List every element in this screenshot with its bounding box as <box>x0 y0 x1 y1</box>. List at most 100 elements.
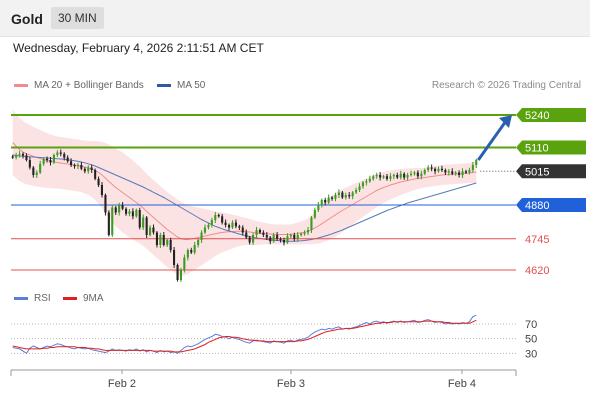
level-label-4880: 4880 <box>525 200 549 212</box>
candle-body <box>365 181 368 183</box>
candle-body <box>379 175 382 178</box>
candle-body <box>63 153 66 158</box>
candle-body <box>471 165 474 170</box>
candle-body <box>300 233 303 236</box>
ma20-swatch <box>14 84 28 87</box>
candle-body <box>22 153 25 156</box>
rsi-tick-30: 30 <box>525 348 537 360</box>
candle-body <box>142 217 145 228</box>
candle-body <box>451 171 454 174</box>
candle-body <box>262 232 265 235</box>
candle-body <box>406 175 409 178</box>
candle-body <box>403 173 406 178</box>
top-bar: Gold 30 MIN <box>0 0 590 37</box>
chart-datetime: Wednesday, February 4, 2026 2:11:51 AM C… <box>13 41 264 55</box>
candle-body <box>128 211 131 214</box>
candle-body <box>392 175 395 177</box>
bollinger-band <box>12 110 477 276</box>
candle-body <box>97 178 100 186</box>
candle-body <box>454 172 457 174</box>
level-tag-4880 <box>516 198 586 212</box>
candle-body <box>238 226 241 228</box>
candle-body <box>217 215 220 217</box>
candle-body <box>70 161 73 166</box>
ma50-line <box>12 154 477 242</box>
candle-body <box>317 205 320 210</box>
timeframe-button[interactable]: 30 MIN <box>51 7 104 29</box>
candle-body <box>107 212 110 235</box>
candle-body <box>56 152 59 155</box>
candle-body <box>210 220 213 225</box>
candle-body <box>131 211 134 217</box>
level-label-5110: 5110 <box>525 143 549 155</box>
candle-body <box>310 217 313 230</box>
legend-ma20-label: MA 20 + Bollinger Bands <box>34 80 144 91</box>
candle-body <box>344 195 347 198</box>
candle-body <box>162 235 165 245</box>
candle-body <box>475 160 478 165</box>
candle-body <box>228 225 231 228</box>
candle-body <box>430 167 433 169</box>
level-label-5240: 5240 <box>525 110 549 122</box>
candle-body <box>121 205 124 209</box>
candle-body <box>269 237 272 242</box>
candle-body <box>52 155 55 163</box>
candle-body <box>399 173 402 178</box>
candle-body <box>286 236 289 243</box>
candle-body <box>355 190 358 193</box>
legend-rsi-ma-label: 9MA <box>83 293 104 304</box>
candle-body <box>155 232 158 245</box>
rsi-tick-50: 50 <box>525 334 537 346</box>
candle-body <box>334 195 337 199</box>
candle-body <box>214 215 217 220</box>
candle-body <box>337 192 340 195</box>
x-tick-label: Feb 3 <box>277 378 305 390</box>
candle-body <box>341 192 344 198</box>
candle-body <box>279 238 282 241</box>
candle-body <box>149 227 152 235</box>
candle-body <box>221 216 224 223</box>
candle-body <box>224 222 227 225</box>
candle-body <box>255 230 258 235</box>
candle-body <box>186 250 189 258</box>
candle-body <box>159 235 162 245</box>
candle-body <box>118 205 121 213</box>
candle-body <box>169 240 172 250</box>
candle-body <box>464 171 467 173</box>
candle-body <box>372 176 375 179</box>
candle-body <box>111 207 114 235</box>
candle-body <box>207 225 210 228</box>
candle-body <box>289 235 292 237</box>
candle-body <box>138 210 141 228</box>
candle-body <box>87 167 90 172</box>
candle-body <box>258 230 261 233</box>
candle-body <box>166 240 169 245</box>
candle-body <box>385 176 388 179</box>
rsi-panel: 70 50 30 <box>11 314 537 360</box>
legend-rsi-label: RSI <box>34 293 51 304</box>
candle-body <box>440 168 443 171</box>
candle-body <box>114 207 117 213</box>
rsi-swatch <box>14 297 28 300</box>
level-label-5015: 5015 <box>525 166 549 178</box>
candle-body <box>42 158 45 164</box>
candle-body <box>447 171 450 173</box>
candle-body <box>293 235 296 239</box>
candle-body <box>389 176 392 179</box>
bollinger-band-area <box>12 110 477 276</box>
candle-body <box>313 210 316 218</box>
candle-body <box>49 160 52 163</box>
candle-body <box>444 170 447 173</box>
candle-body <box>135 210 138 217</box>
candle-body <box>320 200 323 205</box>
candle-body <box>461 171 464 176</box>
candle-body <box>348 195 351 197</box>
candle-body <box>231 222 234 228</box>
candle-body <box>458 172 461 175</box>
legend-rsi-ma: 9MA <box>63 293 104 304</box>
candle-body <box>73 165 76 167</box>
level-label-4620: 4620 <box>525 265 549 277</box>
moving-averages <box>12 142 477 242</box>
candle-body <box>416 172 419 177</box>
